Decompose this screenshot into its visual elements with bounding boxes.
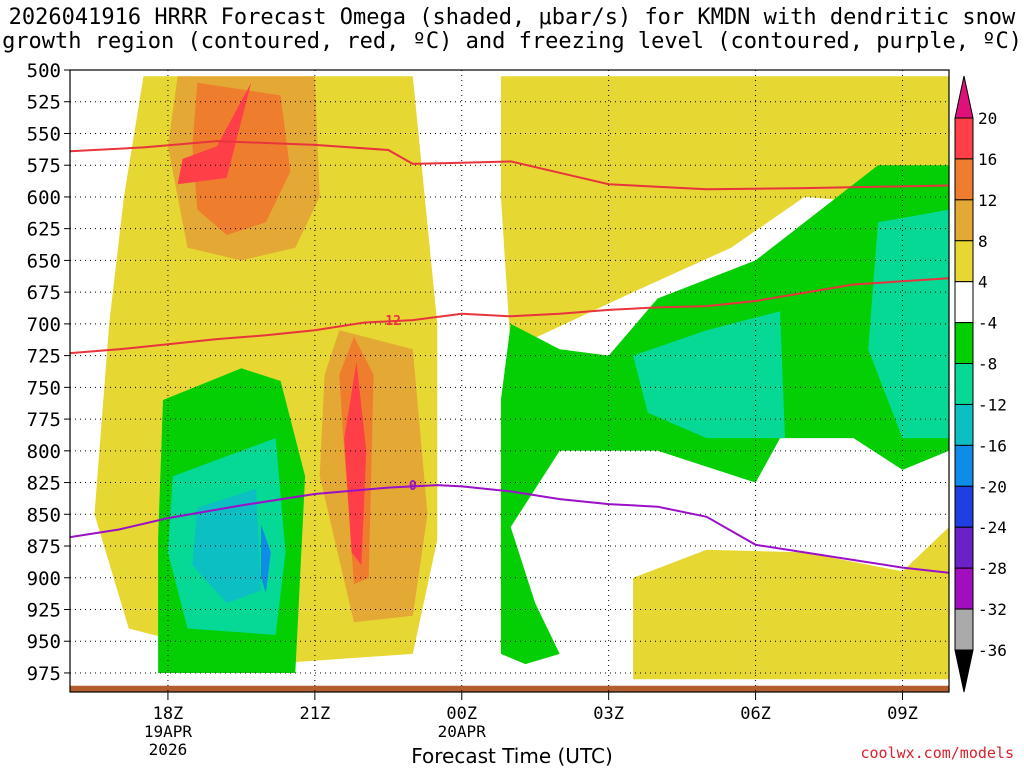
omega-region-7 <box>177 82 252 185</box>
omega-region-12 <box>633 311 785 439</box>
y-tick-label-750: 750 <box>27 377 61 399</box>
colorbar-cell-11 <box>954 567 974 610</box>
x-tick-label-21Z: 21Z <box>299 704 330 724</box>
colorbar-label-8: -16 <box>978 436 1007 455</box>
colorbar-label-11: -28 <box>978 559 1007 578</box>
omega-region-16 <box>70 685 949 692</box>
colorbar-cell-4 <box>954 281 974 324</box>
colorbar-label-13: -36 <box>978 641 1007 660</box>
colorbar-cell-1 <box>954 158 974 201</box>
y-tick-label-775: 775 <box>27 409 61 431</box>
x-tick-date-18Z: 19APR <box>144 722 193 741</box>
omega-shading <box>70 76 949 692</box>
contour-lines <box>70 140 949 574</box>
freezing-level-label: 0 <box>409 479 417 494</box>
grid-lines <box>70 69 949 692</box>
x-tick-date-00Z: 20APR <box>438 722 487 741</box>
omega-region-15 <box>261 524 271 593</box>
dgz-upper-line <box>70 140 949 191</box>
y-tick-label-625: 625 <box>27 219 61 241</box>
y-tick-label-725: 725 <box>27 346 61 368</box>
y-tick-label-500: 500 <box>27 60 61 82</box>
y-tick-label-900: 900 <box>27 568 61 590</box>
colorbar-cell-2 <box>954 199 974 242</box>
y-tick-label-825: 825 <box>27 473 61 495</box>
y-tick-label-575: 575 <box>27 155 61 177</box>
colorbar-cell-7 <box>954 403 974 446</box>
y-tick-label-850: 850 <box>27 504 61 526</box>
y-tick-label-875: 875 <box>27 536 61 558</box>
colorbar-label-6: -8 <box>978 355 997 374</box>
colorbar-cell-8 <box>954 444 974 487</box>
colorbar-cell-9 <box>954 485 974 528</box>
colorbar-label-4: 4 <box>978 273 988 292</box>
omega-region-14 <box>192 488 261 604</box>
colorbar-label-10: -24 <box>978 518 1007 537</box>
x-tick-label-06Z: 06Z <box>740 704 771 724</box>
y-tick-label-675: 675 <box>27 282 61 304</box>
y-tick-label-975: 975 <box>27 663 61 685</box>
x-tick-label-09Z: 09Z <box>887 704 918 724</box>
y-tick-label-600: 600 <box>27 187 61 209</box>
title-line-1: 2026041916 HRRR Forecast Omega (shaded, … <box>8 5 1016 30</box>
colorbar-bottom-arrow <box>954 649 974 693</box>
y-tick-label-700: 700 <box>27 314 61 336</box>
colorbar-cell-3 <box>954 240 974 283</box>
colorbar-top-arrow <box>954 75 974 119</box>
plot-frame <box>69 69 950 693</box>
x-tick-label-03Z: 03Z <box>593 704 624 724</box>
freezing-level-line <box>70 484 949 574</box>
x-axis-label: Forecast Time (UTC) <box>411 744 613 768</box>
colorbar-cell-5 <box>954 322 974 365</box>
omega-region-1 <box>500 76 949 350</box>
colorbar: 20 16 12 8 4 -4 -8 -12 -16 -20 -24 -28 -32 -36 <box>954 75 1007 693</box>
colorbar-cell-0 <box>954 117 974 160</box>
colorbar-cell-12 <box>954 608 974 651</box>
colorbar-label-3: 8 <box>978 232 988 251</box>
x-tick-label-00Z: 00Z <box>446 704 477 724</box>
title-line-2: growth region (contoured, red, ºC) and f… <box>2 29 1022 54</box>
colorbar-label-5: -4 <box>978 314 997 333</box>
dgz-lower-line <box>70 277 949 355</box>
chart-title: 2026041916 HRRR Forecast Omega (shaded, … <box>0 6 1024 54</box>
colorbar-label-7: -12 <box>978 395 1007 414</box>
omega-region-13 <box>868 209 949 439</box>
y-tick-label-950: 950 <box>27 631 61 653</box>
colorbar-label-2: 12 <box>978 191 997 210</box>
y-tick-label-550: 550 <box>27 123 61 145</box>
y-tick-label-525: 525 <box>27 92 61 114</box>
colorbar-label-12: -32 <box>978 600 1007 619</box>
dgz-lower-label: 12 <box>385 314 401 329</box>
x-tick-year-18Z: 2026 <box>149 740 188 759</box>
y-tick-label-925: 925 <box>27 599 61 621</box>
credit-text: coolwx.com/models <box>860 744 1014 762</box>
y-tick-label-800: 800 <box>27 441 61 463</box>
colorbar-label-1: 16 <box>978 150 997 169</box>
x-tick-label-18Z: 18Z <box>153 704 184 724</box>
y-axis: 500 525 550 575 600 625 650 675 700 725 750 775 800 8… <box>27 60 70 685</box>
y-tick-label-650: 650 <box>27 250 61 272</box>
colorbar-cell-10 <box>954 526 974 569</box>
colorbar-cell-6 <box>954 363 974 405</box>
colorbar-label-0: 20 <box>978 109 997 128</box>
colorbar-label-9: -20 <box>978 477 1007 496</box>
